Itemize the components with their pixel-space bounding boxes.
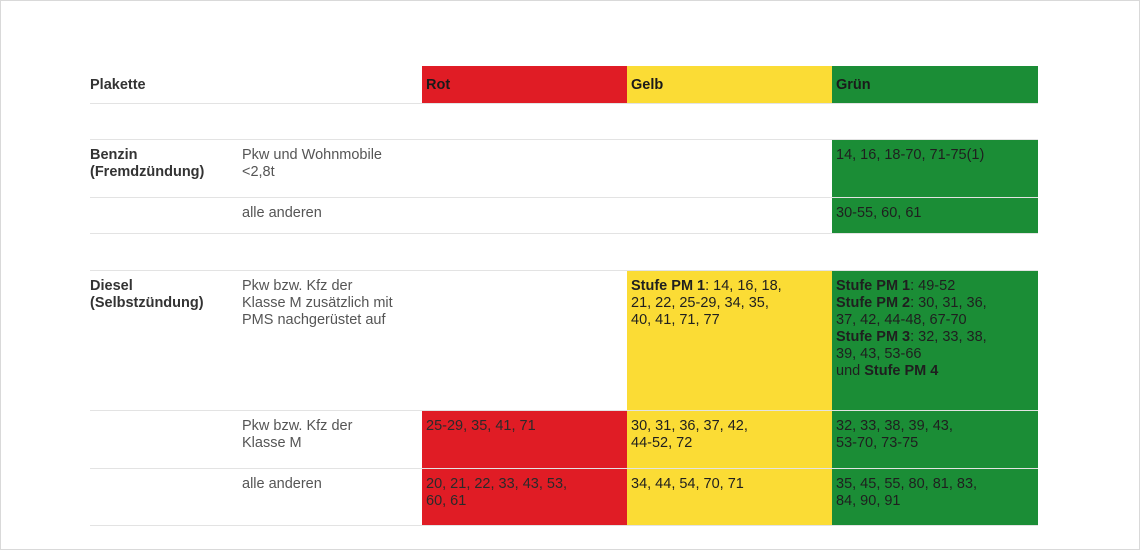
gelb-cell: Stufe PM 1: 14, 16, 18, 21, 22, 25-29, 3… [627, 271, 832, 410]
stufe-values: : 30, 31, 36, [910, 295, 987, 311]
gruen-cell: 30-55, 60, 61 [832, 198, 1038, 233]
stufe-values: 39, 43, 53-66 [836, 346, 922, 362]
gruen-cell: 14, 16, 18-70, 71-75(1) [832, 140, 1038, 197]
stufe-label: Stufe PM 2 [836, 295, 911, 311]
table-row-diesel-3: alle anderen 20, 21, 22, 33, 43, 53, 60,… [90, 469, 1038, 526]
table-header-row: Plakette Rot Gelb Grün [90, 66, 1038, 104]
vehicle-class: Pkw und Wohnmobile <2,8t [238, 140, 422, 197]
cell-line: 60, 61 [426, 493, 467, 509]
stufe-values: : 14, 16, 18, [705, 278, 782, 294]
vehicle-line: Pkw bzw. Kfz der [242, 418, 353, 434]
header-rot: Rot [422, 66, 627, 103]
rot-cell: 20, 21, 22, 33, 43, 53, 60, 61 [422, 469, 627, 525]
gruen-cell: 35, 45, 55, 80, 81, 83, 84, 90, 91 [832, 469, 1038, 525]
fuel-name: Benzin [90, 147, 138, 163]
cell-line: 20, 21, 22, 33, 43, 53, [426, 476, 568, 492]
vehicle-line: PMS nachgerüstet auf [242, 312, 386, 328]
cell-line: 53-70, 73-75 [836, 435, 919, 451]
und-text: und [836, 363, 865, 379]
rot-cell-empty [422, 271, 627, 410]
fuel-type-empty [90, 469, 238, 525]
header-gruen: Grün [832, 66, 1038, 103]
cell-line: 84, 90, 91 [836, 493, 901, 509]
stufe-values: 37, 42, 44-48, 67-70 [836, 312, 967, 328]
cell-line: 30, 31, 36, 37, 42, [631, 418, 748, 434]
group-spacer [90, 234, 1038, 270]
gelb-cell-empty [627, 140, 832, 197]
fuel-type-diesel: Diesel (Selbstzündung) [90, 271, 238, 410]
table-row-benzin-1: Benzin (Fremdzündung) Pkw und Wohnmobile… [90, 139, 1038, 198]
table-row-diesel-2: Pkw bzw. Kfz der Klasse M 25-29, 35, 41,… [90, 411, 1038, 469]
rot-cell: 25-29, 35, 41, 71 [422, 411, 627, 468]
vehicle-line: Klasse M [242, 435, 302, 451]
fuel-type-empty [90, 198, 238, 233]
vehicle-line: Pkw und Wohnmobile [242, 147, 382, 163]
gelb-cell: 34, 44, 54, 70, 71 [627, 469, 832, 525]
vehicle-class: Pkw bzw. Kfz der Klasse M zusätzlich mit… [238, 271, 422, 410]
header-vehicle-empty [238, 66, 422, 103]
vehicle-class: alle anderen [242, 476, 322, 492]
vehicle-class: alle anderen [242, 205, 322, 221]
gelb-cell: 30, 31, 36, 37, 42, 44-52, 72 [627, 411, 832, 468]
fuel-ignition: (Fremdzündung) [90, 164, 205, 180]
stufe-label: Stufe PM 3 [836, 329, 911, 345]
plakette-table: Plakette Rot Gelb Grün Benzin (Fremdzünd… [90, 66, 1038, 526]
cell-line: 44-52, 72 [631, 435, 693, 451]
stufe-label: Stufe PM 1 [631, 278, 706, 294]
fuel-ignition: (Selbstzündung) [90, 295, 204, 311]
vehicle-line: Pkw bzw. Kfz der [242, 278, 353, 294]
vehicle-line: Klasse M zusätzlich mit [242, 295, 393, 311]
rot-cell-empty [422, 198, 627, 233]
header-plakette: Plakette [90, 77, 146, 93]
gruen-cell: 32, 33, 38, 39, 43, 53-70, 73-75 [832, 411, 1038, 468]
stufe-label: Stufe PM 1 [836, 278, 911, 294]
stufe-values: 40, 41, 71, 77 [631, 312, 720, 328]
rot-cell-empty [422, 140, 627, 197]
cell-line: 35, 45, 55, 80, 81, 83, [836, 476, 978, 492]
stufe-label: Stufe PM 4 [864, 363, 939, 379]
stufe-values: 21, 22, 25-29, 34, 35, [631, 295, 769, 311]
gruen-cell: Stufe PM 1: 49-52 Stufe PM 2: 30, 31, 36… [832, 271, 1038, 410]
group-spacer [90, 104, 1038, 139]
table-row-benzin-2: alle anderen 30-55, 60, 61 [90, 198, 1038, 234]
gelb-cell-empty [627, 198, 832, 233]
stufe-values: : 32, 33, 38, [910, 329, 987, 345]
cell-line: 32, 33, 38, 39, 43, [836, 418, 953, 434]
stufe-values: : 49-52 [910, 278, 956, 294]
header-gelb: Gelb [627, 66, 832, 103]
fuel-name: Diesel [90, 278, 133, 294]
vehicle-line: <2,8t [242, 164, 275, 180]
table-row-diesel-1: Diesel (Selbstzündung) Pkw bzw. Kfz der … [90, 270, 1038, 411]
vehicle-class: Pkw bzw. Kfz der Klasse M [238, 411, 422, 468]
fuel-type-benzin: Benzin (Fremdzündung) [90, 140, 238, 197]
fuel-type-empty [90, 411, 238, 468]
